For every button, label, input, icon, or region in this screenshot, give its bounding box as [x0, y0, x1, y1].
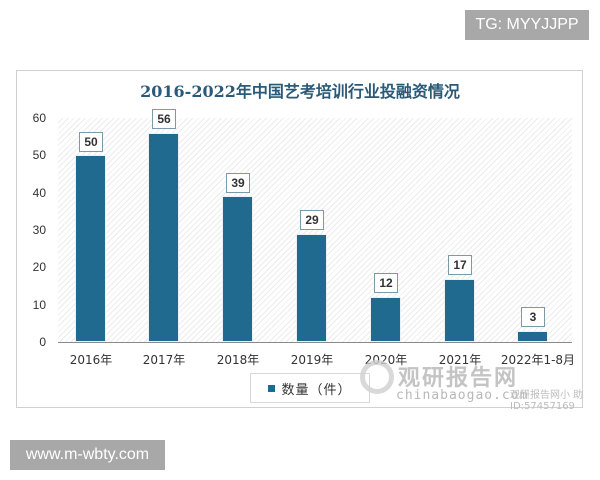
x-axis-line	[58, 342, 572, 343]
y-tick: 50	[32, 148, 46, 162]
x-tick: 2016年	[69, 353, 113, 367]
x-tick: 2017年	[142, 353, 186, 367]
bar-2016	[75, 155, 106, 342]
data-label: 39	[226, 173, 250, 193]
legend-label: 数量（件）	[281, 382, 352, 398]
x-tick: 2021年	[438, 353, 482, 367]
watermark-title: 观研报告网	[398, 366, 519, 391]
y-tick: 0	[39, 335, 46, 349]
data-label: 3	[521, 307, 545, 327]
watermark-site: chinabaogao.com	[396, 388, 529, 403]
x-tick: 2018年	[216, 353, 260, 367]
bar-2020	[370, 297, 401, 342]
watermark-wechat-name: 观研报告网小 助	[510, 390, 584, 401]
bar-2021	[444, 279, 475, 342]
bar-2017	[148, 133, 179, 342]
y-tick: 10	[32, 298, 46, 312]
url-badge: www.m-wbty.com	[10, 440, 165, 470]
watermark-wechat-id: ID:57457169	[510, 401, 575, 412]
data-label: 50	[79, 132, 103, 152]
chart-title: 2016-2022年中国艺考培训行业投融资情况	[140, 82, 460, 101]
watermark-wechat: 观研报告网小 助 ID:57457169	[510, 390, 583, 412]
x-tick: 2019年	[290, 353, 334, 367]
bar-2019	[296, 234, 327, 342]
y-tick: 20	[32, 260, 46, 274]
legend: 数量（件）	[250, 373, 370, 403]
data-label: 29	[300, 210, 324, 230]
watermark-logo-icon	[360, 360, 394, 394]
bar-2022	[517, 331, 548, 342]
bar-2018	[222, 196, 253, 342]
y-tick: 40	[32, 186, 46, 200]
y-tick: 60	[32, 111, 46, 125]
data-label: 56	[152, 109, 176, 129]
data-label: 17	[448, 255, 472, 275]
tg-badge: TG: MYYJJPP	[465, 10, 589, 40]
y-tick: 30	[32, 223, 46, 237]
data-label: 12	[374, 273, 398, 293]
legend-swatch-icon	[268, 384, 276, 392]
x-tick: 2022年1-8月	[500, 353, 576, 367]
